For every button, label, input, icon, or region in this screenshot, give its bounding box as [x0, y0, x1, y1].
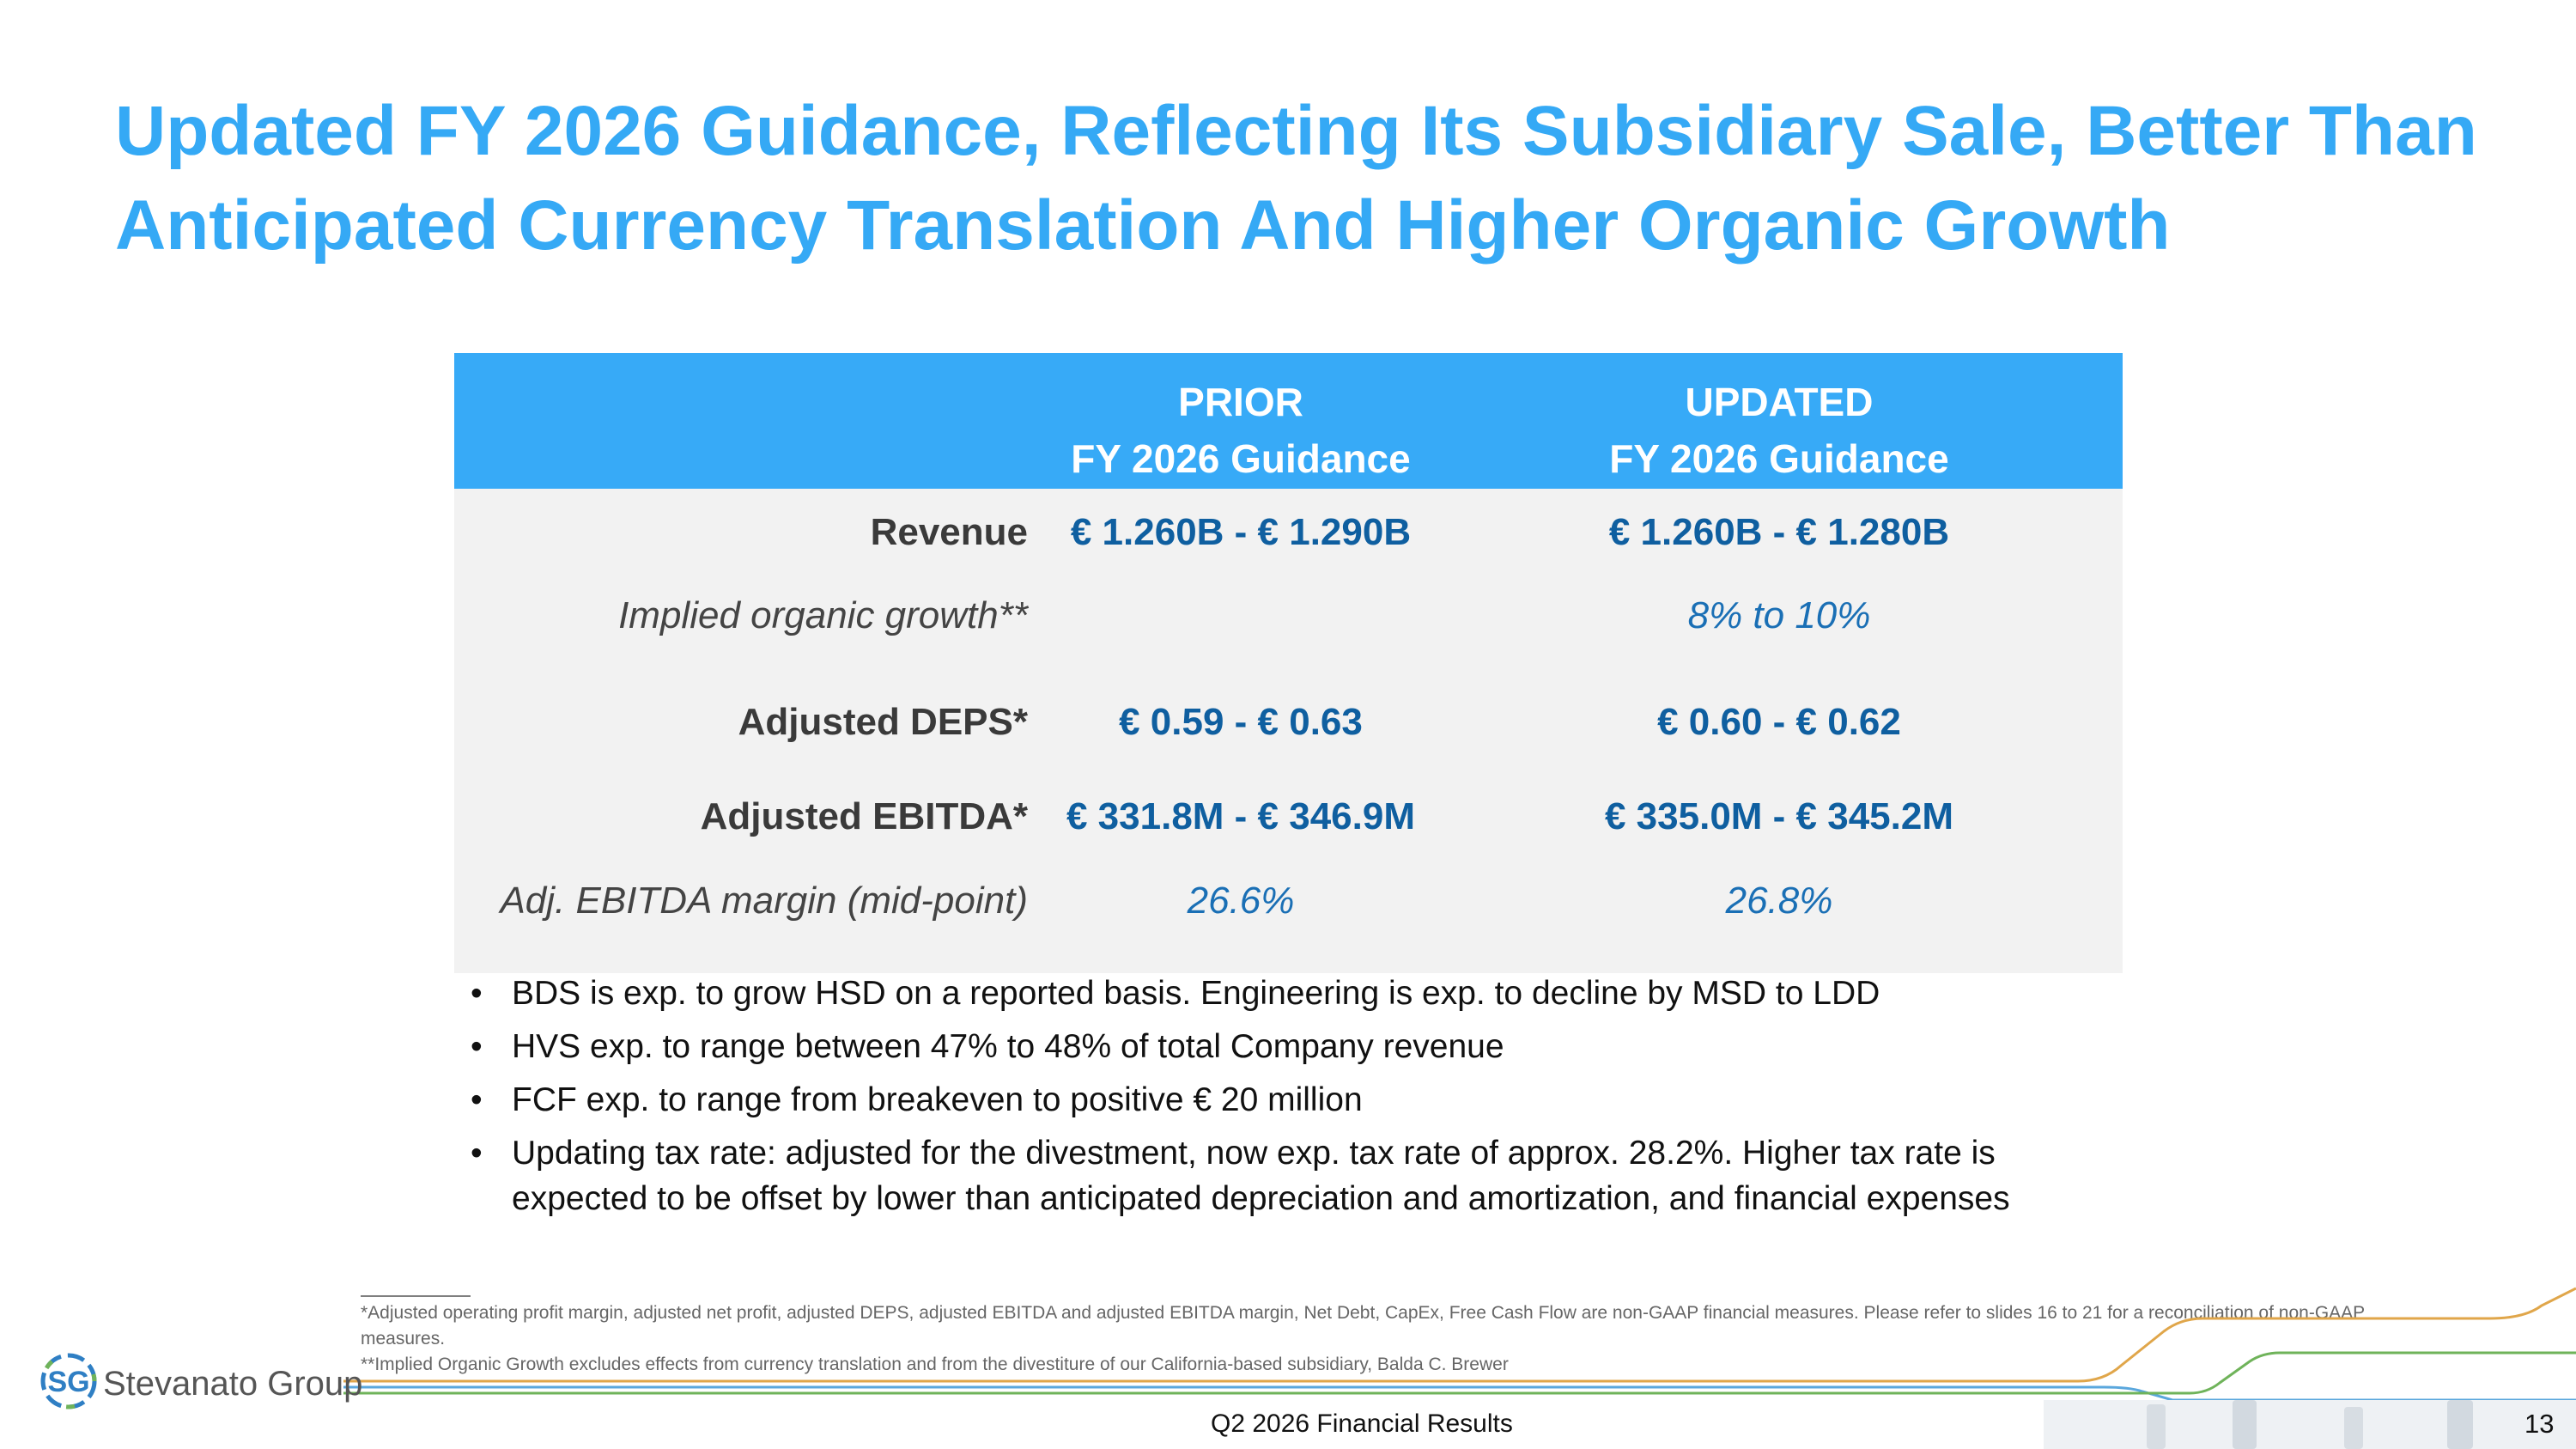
bullet-text: HVS exp. to range between 47% to 48% of … [512, 1028, 1504, 1065]
logo-mark: SG [47, 1366, 89, 1398]
updated-value: 26.8% [1725, 880, 1833, 922]
footnote-organic-growth: **Implied Organic Growth excludes effect… [361, 1355, 1509, 1374]
guidance-table-header: PRIOR FY 2026 Guidance UPDATED FY 2026 G… [454, 353, 2123, 489]
updated-value: 8% to 10% [1687, 594, 1871, 636]
row-adjusted-deps: Adjusted DEPS* € 0.59 - € 0.63 € 0.60 - … [454, 692, 2123, 752]
bullet-dot-icon: • [471, 1135, 483, 1172]
slide-title-line-1: Updated FY 2026 Guidance, Reflecting Its… [115, 92, 2477, 170]
header-updated: UPDATED FY 2026 Guidance [1504, 374, 2054, 487]
decorative-footer-lines [343, 1287, 2576, 1449]
bullet-item: • BDS is exp. to grow HSD on a reported b… [471, 971, 2136, 1016]
row-label: Revenue [870, 511, 1028, 553]
footnote-non-gaap: *Adjusted operating profit margin, adjus… [361, 1303, 2365, 1349]
row-ebitda-margin: Adj. EBITDA margin (mid-point) 26.6% 26.… [454, 871, 2123, 931]
updated-value: € 1.260B - € 1.280B [1608, 511, 1950, 553]
header-updated-line-1: UPDATED [1685, 380, 1874, 424]
bullet-dot-icon: • [471, 1081, 483, 1118]
prior-value: € 1.260B - € 1.290B [1070, 511, 1412, 553]
updated-value: € 335.0M - € 345.2M [1604, 795, 1953, 837]
row-organic-growth: Implied organic growth** 8% to 10% [454, 586, 2123, 646]
slide-title-line-2: Anticipated Currency Translation And Hig… [115, 186, 2171, 265]
row-label: Implied organic growth** [618, 594, 1028, 636]
slide-title: Updated FY 2026 Guidance, Reflecting Its… [115, 84, 2502, 273]
guidance-table: PRIOR FY 2026 Guidance UPDATED FY 2026 G… [454, 353, 2123, 973]
footnote-divider [361, 1295, 471, 1297]
updated-value: € 0.60 - € 0.62 [1657, 701, 1901, 743]
bullet-item: • Updating tax rate: adjusted for the div… [471, 1130, 2136, 1221]
row-adjusted-ebitda: Adjusted EBITDA* € 331.8M - € 346.9M € 3… [454, 787, 2123, 847]
prior-value: € 331.8M - € 346.9M [1066, 795, 1415, 837]
row-label: Adj. EBITDA margin (mid-point) [500, 880, 1028, 922]
guidance-table-body: Revenue € 1.260B - € 1.290B € 1.260B - €… [454, 489, 2123, 973]
page-number: 13 [2524, 1409, 2555, 1439]
header-prior-line-1: PRIOR [1178, 380, 1303, 424]
header-updated-line-2: FY 2026 Guidance [1609, 436, 1949, 481]
bullet-text: BDS is exp. to grow HSD on a reported ba… [512, 975, 1880, 1012]
guidance-notes: • BDS is exp. to grow HSD on a reported b… [471, 971, 2136, 1229]
bullet-dot-icon: • [471, 1028, 483, 1065]
bullet-text: Updating tax rate: adjusted for the dive… [512, 1135, 2010, 1217]
logo-wordmark: Stevanato Group [103, 1365, 363, 1403]
prior-value: 26.6% [1187, 880, 1295, 922]
bullet-text: FCF exp. to range from breakeven to posi… [512, 1081, 1363, 1118]
header-prior-line-2: FY 2026 Guidance [1071, 436, 1411, 481]
row-revenue: Revenue € 1.260B - € 1.290B € 1.260B - €… [454, 502, 2123, 563]
bullet-item: • HVS exp. to range between 47% to 48% of… [471, 1024, 2136, 1069]
bullet-dot-icon: • [471, 975, 483, 1012]
prior-value: € 0.59 - € 0.63 [1119, 701, 1363, 743]
row-label: Adjusted EBITDA* [700, 795, 1028, 837]
footer-caption: Q2 2026 Financial Results [1211, 1409, 1513, 1438]
bullet-item: • FCF exp. to range from breakeven to pos… [471, 1077, 2136, 1123]
row-label: Adjusted DEPS* [738, 701, 1028, 743]
header-prior: PRIOR FY 2026 Guidance [966, 374, 1516, 487]
stevanato-logo-icon: SG [40, 1353, 97, 1409]
